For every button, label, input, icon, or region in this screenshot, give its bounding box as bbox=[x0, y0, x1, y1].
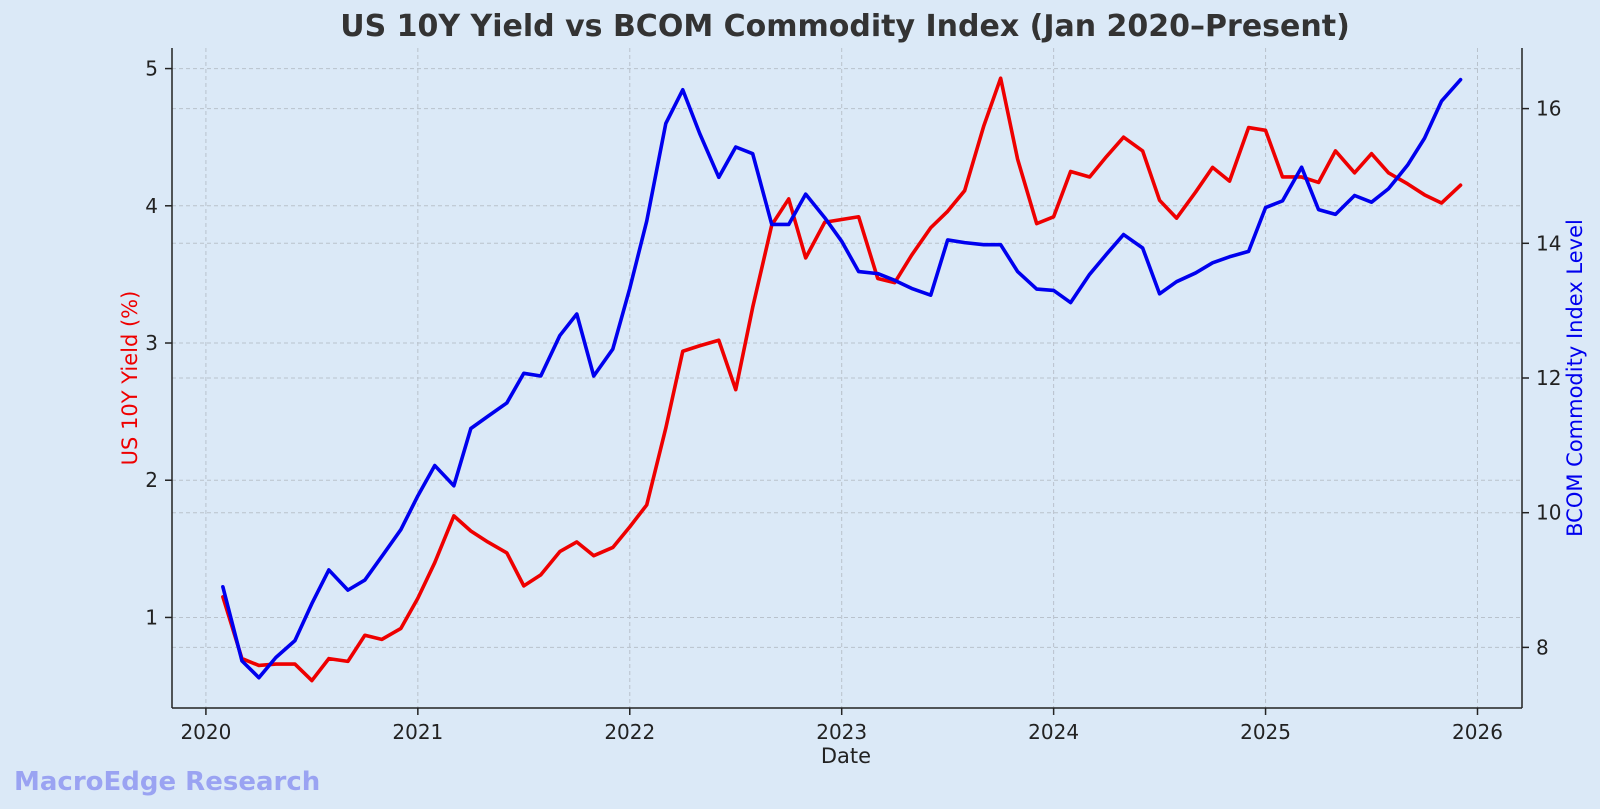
grid bbox=[172, 48, 1522, 708]
y-left-tick-label: 5 bbox=[145, 57, 158, 81]
x-tick-label: 2022 bbox=[604, 720, 655, 744]
x-tick-label: 2024 bbox=[1028, 720, 1079, 744]
chart-title: US 10Y Yield vs BCOM Commodity Index (Ja… bbox=[340, 9, 1350, 44]
y-left-tick-label: 4 bbox=[145, 194, 158, 218]
y-left-tick-label: 1 bbox=[145, 605, 158, 629]
x-tick-label: 2021 bbox=[392, 720, 443, 744]
axes: 2020 2021 2022 2023 2024 2025 2026123458101214… bbox=[145, 48, 1561, 744]
y-axis-left-label: US 10Y Yield (%) bbox=[118, 291, 142, 466]
series-line-us10y-yield bbox=[221, 76, 1463, 683]
series-line-bcom-index bbox=[221, 77, 1463, 680]
y-right-tick-label: 8 bbox=[1536, 635, 1549, 659]
y-axis-right-label: BCOM Commodity Index Level bbox=[1563, 219, 1587, 537]
watermark: MacroEdge Research bbox=[14, 767, 320, 797]
x-axis-label: Date bbox=[821, 744, 871, 768]
y-right-tick-label: 16 bbox=[1536, 97, 1561, 121]
series-layer bbox=[221, 76, 1463, 683]
y-right-tick-label: 12 bbox=[1536, 366, 1561, 390]
y-right-tick-label: 10 bbox=[1536, 501, 1561, 525]
x-tick-label: 2025 bbox=[1240, 720, 1291, 744]
x-tick-label: 2023 bbox=[816, 720, 867, 744]
y-right-tick-label: 14 bbox=[1536, 231, 1561, 255]
y-left-tick-label: 3 bbox=[145, 331, 158, 355]
y-left-tick-label: 2 bbox=[145, 468, 158, 492]
x-tick-label: 2026 bbox=[1452, 720, 1503, 744]
x-tick-label: 2020 bbox=[180, 720, 231, 744]
